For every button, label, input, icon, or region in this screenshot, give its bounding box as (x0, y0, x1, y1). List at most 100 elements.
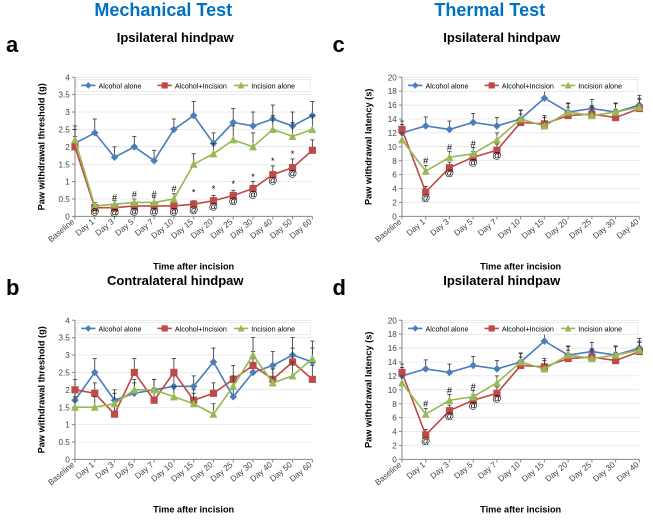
svg-text:2: 2 (65, 385, 70, 394)
svg-text:Baseline: Baseline (46, 459, 76, 486)
svg-text:2: 2 (392, 199, 397, 208)
svg-text:8: 8 (392, 399, 397, 408)
svg-text:Day 40: Day 40 (615, 217, 641, 241)
svg-text:#: # (112, 193, 118, 203)
svg-text:Incision alone: Incision alone (251, 82, 295, 90)
panel-c: cIpsilateral hindpaw02468101214161820Bas… (327, 30, 653, 273)
svg-text:*: * (251, 172, 255, 182)
svg-text:3.5: 3.5 (58, 333, 70, 342)
svg-text:20: 20 (387, 316, 397, 325)
svg-text:Time after incision: Time after incision (480, 504, 561, 514)
svg-text:Time after incision: Time after incision (480, 262, 561, 272)
svg-text:*: * (212, 184, 216, 194)
chart-b: 00.511.522.533.54BaselineDay 1Day 3Day 5… (32, 290, 319, 528)
svg-text:Alcohol+Incision: Alcohol+Incision (175, 82, 227, 90)
panel-d: dIpsilateral hindpaw02468101214161820Bas… (327, 273, 653, 516)
svg-text:16: 16 (387, 101, 397, 110)
svg-text:*: * (271, 156, 275, 166)
chart-d: 02468101214161820BaselineDay 1Day 3Day 5… (359, 290, 646, 528)
svg-text:Alcohol alone: Alcohol alone (99, 82, 142, 90)
svg-text:@: @ (468, 158, 477, 168)
svg-text:0.5: 0.5 (58, 438, 70, 447)
svg-text:Day 10: Day 10 (496, 459, 522, 483)
svg-text:Baseline: Baseline (373, 459, 403, 486)
svg-text:@: @ (421, 436, 430, 446)
svg-text:14: 14 (387, 115, 397, 124)
chart-grid: aIpsilateral hindpaw00.511.522.533.54Bas… (0, 30, 653, 515)
svg-text:Alcohol+Incision: Alcohol+Incision (501, 82, 553, 90)
svg-text:#: # (423, 399, 429, 409)
svg-text:3.5: 3.5 (58, 91, 70, 100)
svg-text:Day 7: Day 7 (476, 459, 498, 480)
panel-b: bContralateral hindpaw00.511.522.533.54B… (0, 273, 327, 516)
svg-text:3: 3 (65, 351, 70, 360)
svg-text:#: # (423, 156, 429, 166)
svg-text:Alcohol+Incision: Alcohol+Incision (501, 325, 553, 333)
panel-letter-c: c (333, 32, 345, 58)
svg-text:@: @ (149, 207, 158, 217)
panel-letter-d: d (333, 275, 346, 301)
svg-text:Incision alone: Incision alone (251, 325, 295, 333)
svg-text:Day 5: Day 5 (113, 459, 135, 480)
svg-text:1.5: 1.5 (58, 160, 70, 169)
svg-text:Alcohol alone: Alcohol alone (425, 325, 468, 333)
svg-text:2.5: 2.5 (58, 368, 70, 377)
svg-text:Day 1: Day 1 (404, 217, 426, 238)
svg-text:Paw withdrawal threshold (g): Paw withdrawal threshold (g) (36, 83, 46, 210)
svg-text:@: @ (229, 196, 238, 206)
svg-text:@: @ (444, 168, 453, 178)
header-mechanical: Mechanical Test (0, 0, 327, 30)
svg-text:@: @ (90, 207, 99, 217)
column-headers: Mechanical Test Thermal Test (0, 0, 653, 30)
svg-text:Alcohol alone: Alcohol alone (425, 82, 468, 90)
svg-text:#: # (152, 189, 158, 199)
svg-text:#: # (132, 189, 138, 199)
svg-text:10: 10 (387, 143, 397, 152)
chart-a: 00.511.522.533.54BaselineDay 1Day 3Day 5… (32, 47, 319, 286)
svg-text:@: @ (288, 168, 297, 178)
svg-text:Day 60: Day 60 (288, 217, 314, 241)
svg-text:Paw withdrawal latency (s): Paw withdrawal latency (s) (363, 331, 373, 447)
svg-text:12: 12 (387, 371, 397, 380)
svg-text:20: 20 (387, 73, 397, 82)
panel-subtitle-b: Contralateral hindpaw (32, 273, 319, 288)
svg-text:1: 1 (65, 178, 70, 187)
svg-text:16: 16 (387, 344, 397, 353)
panel-letter-a: a (6, 32, 18, 58)
svg-text:Day 5: Day 5 (113, 217, 135, 238)
svg-text:Paw withdrawal latency (s): Paw withdrawal latency (s) (363, 89, 373, 205)
svg-text:*: * (291, 149, 295, 159)
svg-text:#: # (446, 385, 452, 395)
svg-text:10: 10 (387, 385, 397, 394)
svg-text:0.5: 0.5 (58, 195, 70, 204)
svg-text:12: 12 (387, 129, 397, 138)
svg-text:Incision alone: Incision alone (578, 325, 622, 333)
svg-text:@: @ (209, 201, 218, 211)
svg-text:Day 30: Day 30 (591, 217, 617, 241)
chart-c: 02468101214161820BaselineDay 1Day 3Day 5… (359, 47, 646, 286)
svg-text:4: 4 (392, 185, 397, 194)
svg-text:Alcohol alone: Alcohol alone (99, 325, 142, 333)
svg-text:@: @ (268, 175, 277, 185)
svg-text:Baseline: Baseline (373, 217, 403, 244)
svg-text:Day 5: Day 5 (452, 459, 474, 480)
svg-text:Day 7: Day 7 (476, 217, 498, 238)
svg-text:#: # (446, 142, 452, 152)
svg-text:3: 3 (65, 108, 70, 117)
svg-text:Day 40: Day 40 (615, 459, 641, 483)
svg-text:Day 30: Day 30 (591, 459, 617, 483)
svg-text:Day 20: Day 20 (543, 217, 569, 241)
svg-text:Day 20: Day 20 (543, 459, 569, 483)
svg-text:@: @ (248, 189, 257, 199)
svg-text:@: @ (130, 207, 139, 217)
panel-subtitle-a: Ipsilateral hindpaw (32, 30, 319, 45)
svg-text:#: # (171, 184, 177, 194)
svg-text:@: @ (444, 411, 453, 421)
svg-text:Time after incision: Time after incision (153, 504, 234, 514)
svg-text:Incision alone: Incision alone (578, 82, 622, 90)
svg-text:4: 4 (392, 427, 397, 436)
svg-text:Day 25: Day 25 (567, 459, 593, 483)
svg-text:Alcohol+Incision: Alcohol+Incision (175, 325, 227, 333)
svg-text:Day 3: Day 3 (428, 459, 450, 480)
svg-text:#: # (470, 381, 476, 391)
